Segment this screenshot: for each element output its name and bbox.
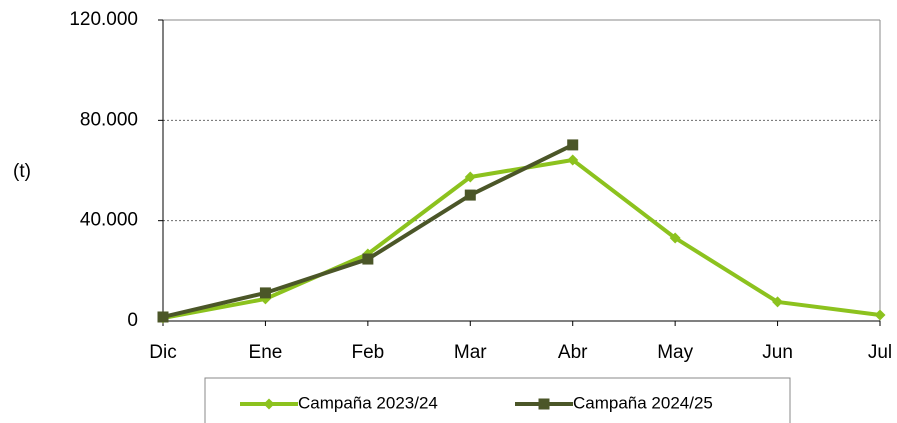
y-tick-label: 120.000 bbox=[69, 9, 138, 30]
x-tick-label: Mar bbox=[454, 342, 487, 363]
legend-label: Campaña 2024/25 bbox=[573, 393, 713, 412]
x-tick-label: Ene bbox=[249, 342, 283, 363]
point bbox=[567, 154, 579, 166]
point bbox=[464, 171, 476, 183]
y-tick-label: 0 bbox=[127, 310, 138, 331]
y-axis-label: (t) bbox=[13, 161, 31, 182]
point bbox=[464, 189, 476, 201]
y-tick-label: 80.000 bbox=[80, 109, 138, 130]
point bbox=[362, 253, 374, 265]
point bbox=[669, 232, 681, 244]
legend-label: Campaña 2023/24 bbox=[298, 393, 438, 412]
x-tick-label: Jun bbox=[762, 342, 793, 363]
x-tick-label: Feb bbox=[351, 342, 384, 363]
legend-box bbox=[204, 377, 791, 423]
point bbox=[772, 296, 784, 308]
point bbox=[567, 139, 579, 151]
x-tick-label: Dic bbox=[149, 342, 176, 363]
legend-swatch-marker bbox=[263, 398, 275, 410]
point bbox=[157, 311, 169, 323]
point bbox=[874, 309, 886, 321]
legend-swatch-marker bbox=[538, 398, 550, 410]
x-tick-label: Jul bbox=[868, 342, 892, 363]
point bbox=[259, 287, 271, 299]
x-tick-label: Abr bbox=[558, 342, 588, 363]
y-tick-label: 40.000 bbox=[80, 210, 138, 231]
x-tick-label: May bbox=[657, 342, 693, 363]
